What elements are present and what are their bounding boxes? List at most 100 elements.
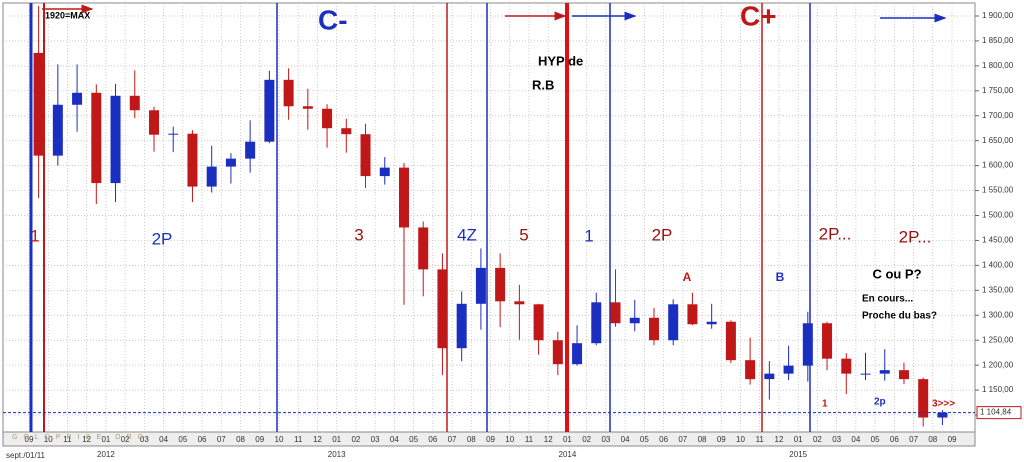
x-tick-label: 01 [563, 435, 572, 444]
y-tick-label: 1 750,00 [982, 86, 1014, 95]
candle-body [898, 370, 909, 380]
y-tick-label: 1 500,00 [982, 211, 1014, 220]
x-tick-label: 02 [582, 435, 591, 444]
candle-body [302, 106, 313, 109]
x-tick-label: 11 [756, 435, 765, 444]
annotation: 2P [152, 229, 173, 248]
candle-body [648, 317, 659, 341]
x-tick-label: 05 [178, 435, 187, 444]
y-tick-label: 1 600,00 [982, 161, 1014, 170]
candle-body [706, 321, 717, 325]
x-tick-label: 03 [832, 435, 841, 444]
x-axis-band [2, 431, 976, 447]
candle-body [110, 95, 121, 184]
y-tick-label: 1 700,00 [982, 111, 1014, 120]
y-tick-label: 1 800,00 [982, 61, 1014, 70]
x-tick-label: 01 [794, 435, 803, 444]
candle-body [610, 302, 621, 324]
x-tick-label: 05 [871, 435, 880, 444]
candle-body [552, 340, 563, 365]
annotation: A [683, 270, 692, 284]
candle-body [148, 110, 159, 135]
x-tick-label: 05 [640, 435, 649, 444]
candle-body [72, 92, 83, 105]
x-tick-label: 10 [275, 435, 284, 444]
year-label: 2013 [328, 450, 346, 459]
candle-body [668, 304, 679, 341]
x-tick-label: 08 [467, 435, 476, 444]
candle-body [918, 379, 929, 418]
annotation: 1 [30, 226, 39, 245]
annotation: Proche du bas? [862, 311, 937, 322]
x-tick-label: 04 [851, 435, 860, 444]
y-tick-label: 1 400,00 [982, 260, 1014, 269]
y-tick-label: 1 250,00 [982, 335, 1014, 344]
annotation: 2P... [899, 227, 932, 246]
last-value-label: 1 104,84 [980, 408, 1012, 417]
x-tick-label: 05 [409, 435, 418, 444]
candle-body [822, 323, 833, 359]
x-tick-label: 06 [659, 435, 668, 444]
candle-body [841, 358, 852, 374]
x-tick-label: 04 [159, 435, 168, 444]
annotation: 5 [519, 225, 528, 244]
candle-body [687, 304, 698, 325]
annotation: C- [318, 4, 348, 35]
x-tick-label: 08 [928, 435, 937, 444]
x-tick-label: 12 [544, 435, 553, 444]
x-tick-label: 09 [948, 435, 957, 444]
candle-body [398, 167, 409, 228]
y-tick-label: 1 650,00 [982, 136, 1014, 145]
x-tick-label: 09 [25, 435, 34, 444]
x-tick-label: 11 [63, 435, 72, 444]
candle-body [514, 301, 525, 305]
x-tick-label: 02 [351, 435, 360, 444]
x-tick-label: 08 [236, 435, 245, 444]
candle-body [168, 133, 179, 135]
candle-body [322, 108, 333, 129]
x-tick-label: 12 [313, 435, 322, 444]
candle-body [456, 303, 467, 349]
x-tick-label: 10 [736, 435, 745, 444]
candle-body [225, 158, 236, 167]
x-tick-label: 10 [505, 435, 514, 444]
x-tick-label: 06 [198, 435, 207, 444]
candle-body [591, 302, 602, 344]
candle-body [783, 365, 794, 374]
annotation: R.B [532, 77, 554, 92]
candle-body [360, 134, 371, 177]
candle-body [245, 141, 256, 159]
x-tick-label: 03 [371, 435, 380, 444]
x-tick-label: 07 [909, 435, 918, 444]
last-value-box [976, 406, 1022, 420]
annotation: 3>>> [932, 399, 955, 410]
annotation: 1 [584, 226, 593, 245]
y-tick-label: 1 350,00 [982, 285, 1014, 294]
annotation: 2p [874, 397, 886, 408]
candle-body [379, 167, 390, 177]
candle-body [495, 267, 506, 302]
candle-body [802, 323, 813, 366]
annotation: 4Z [457, 225, 477, 244]
y-tick-label: 1 900,00 [982, 11, 1014, 20]
x-tick-label: 11 [294, 435, 303, 444]
candle-body [937, 412, 948, 418]
candle-body [418, 227, 429, 270]
annotation: C+ [740, 0, 777, 31]
annotation: 2P... [819, 224, 852, 243]
x-tick-label: 09 [717, 435, 726, 444]
candle-body [33, 52, 44, 156]
candle-body [283, 79, 294, 107]
x-tick-label: 07 [678, 435, 687, 444]
candle-body [879, 370, 890, 374]
candle-body [533, 304, 544, 341]
candle-body [572, 343, 583, 365]
candle-body [860, 373, 871, 375]
year-label: 2012 [97, 450, 115, 459]
x-tick-label: 03 [601, 435, 610, 444]
annotation: En cours... [862, 294, 913, 305]
x-tick-label: 09 [486, 435, 495, 444]
x-tick-label: 09 [255, 435, 264, 444]
candle-body [764, 373, 775, 380]
candle-body [129, 95, 140, 111]
